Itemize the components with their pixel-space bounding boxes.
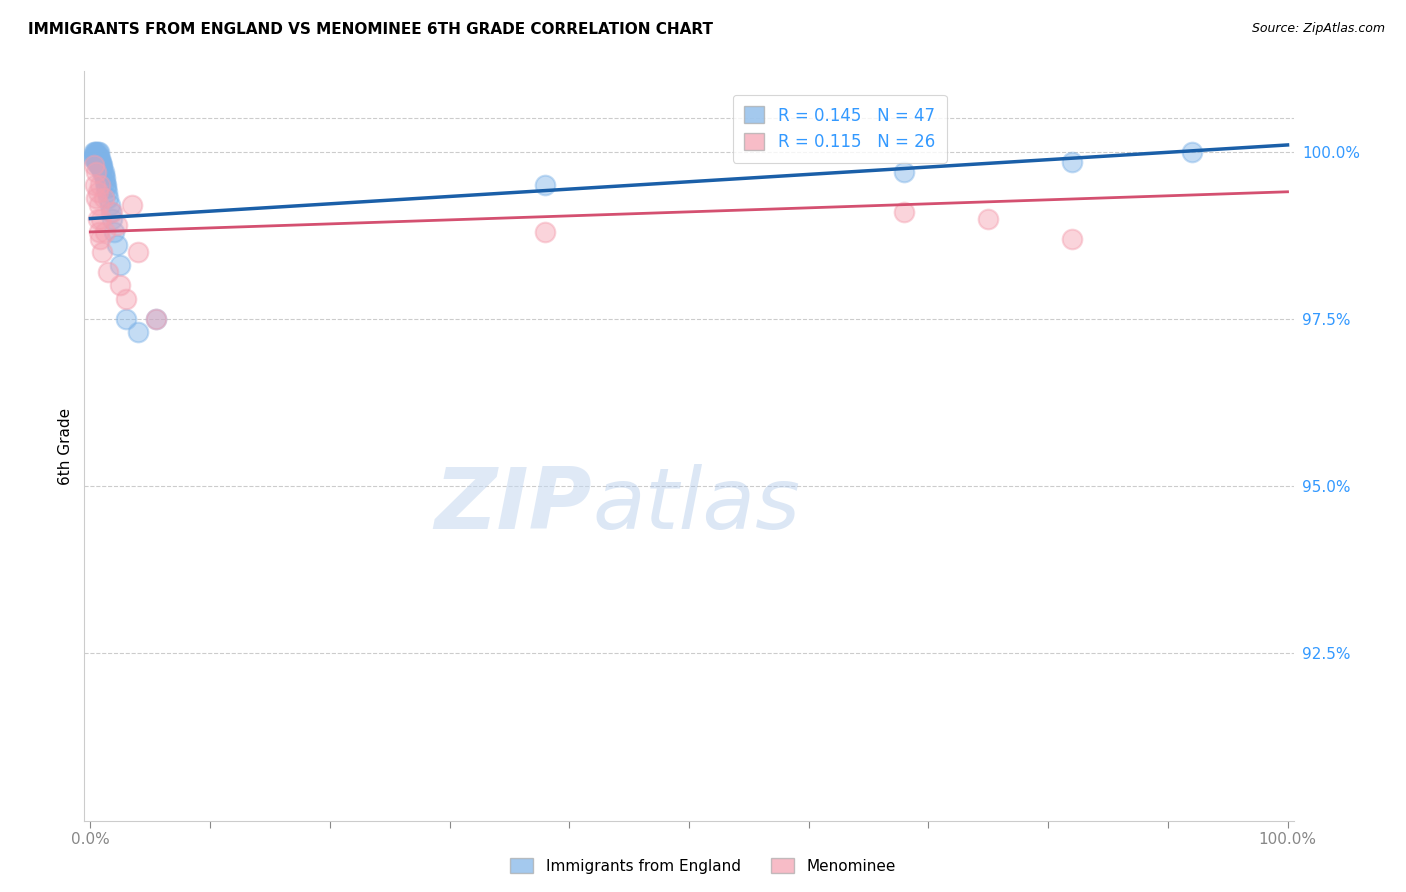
Point (101, 205, 124, 219)
Point (86, 151, 108, 165)
Point (91, 244, 114, 259)
Point (145, 311, 167, 326)
Point (91, 158, 114, 172)
Point (83, 148, 105, 162)
Text: IMMIGRANTS FROM ENGLAND VS MENOMINEE 6TH GRADE CORRELATION CHART: IMMIGRANTS FROM ENGLAND VS MENOMINEE 6TH… (28, 22, 713, 37)
Point (86, 154, 108, 169)
Point (93, 225, 115, 239)
Point (534, 178, 557, 193)
Point (86, 211, 108, 226)
Point (87, 151, 110, 165)
Point (893, 164, 915, 178)
Point (83, 158, 105, 172)
Text: ZIP: ZIP (434, 465, 592, 548)
Point (87, 145, 110, 159)
Point (83, 145, 105, 159)
Point (90, 211, 112, 226)
Point (89, 151, 111, 165)
Point (86, 145, 108, 159)
Legend: Immigrants from England, Menominee: Immigrants from England, Menominee (505, 852, 901, 880)
Point (101, 211, 124, 226)
Point (115, 292, 138, 306)
Point (91, 161, 114, 176)
Point (87, 198, 110, 212)
Point (86, 185, 108, 199)
Point (115, 311, 138, 326)
Point (93, 164, 115, 178)
Point (93, 175, 115, 189)
Point (121, 198, 143, 212)
Point (105, 218, 128, 232)
Point (89, 158, 111, 172)
Point (90, 158, 112, 172)
Point (110, 258, 132, 272)
Point (89, 154, 111, 169)
Point (82, 151, 104, 165)
Point (93, 168, 115, 182)
Point (89, 178, 111, 193)
Point (90, 154, 112, 169)
Legend: R = 0.145   N = 47, R = 0.115   N = 26: R = 0.145 N = 47, R = 0.115 N = 26 (733, 95, 946, 162)
Point (103, 225, 125, 239)
Point (87, 225, 110, 239)
Point (127, 244, 149, 259)
Point (97, 192, 120, 206)
Point (145, 311, 167, 326)
Y-axis label: 6th Grade: 6th Grade (58, 408, 73, 484)
Point (86, 164, 108, 178)
Point (105, 238, 128, 252)
Text: Source: ZipAtlas.com: Source: ZipAtlas.com (1251, 22, 1385, 36)
Point (86, 148, 108, 162)
Point (96, 185, 118, 199)
Point (1060, 231, 1083, 245)
Point (534, 225, 557, 239)
Point (90, 161, 112, 176)
Text: atlas: atlas (592, 465, 800, 548)
Point (84, 145, 107, 159)
Point (94, 181, 117, 195)
Point (91, 164, 114, 178)
Point (93, 192, 115, 206)
Point (86, 151, 108, 165)
Point (89, 231, 111, 245)
Point (84, 178, 107, 193)
Point (1181, 145, 1204, 159)
Point (110, 278, 132, 293)
Point (100, 205, 122, 219)
Point (98, 198, 121, 212)
Point (97, 265, 120, 279)
Point (84, 151, 107, 165)
Point (93, 171, 115, 186)
Point (86, 158, 108, 172)
Point (1060, 154, 1083, 169)
Point (86, 154, 108, 169)
Point (87, 158, 110, 172)
Point (893, 205, 915, 219)
Point (86, 192, 108, 206)
Point (94, 178, 117, 193)
Point (977, 211, 1000, 226)
Point (86, 148, 108, 162)
Point (127, 326, 149, 340)
Point (86, 145, 108, 159)
